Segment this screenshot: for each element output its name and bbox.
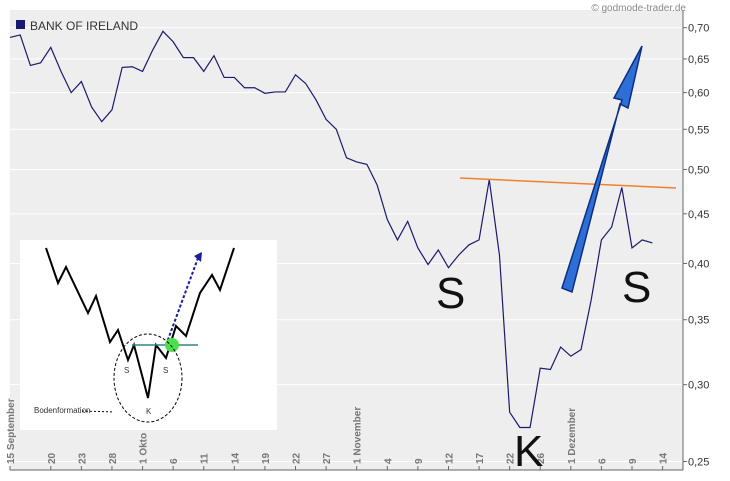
x-tick-label: 4	[383, 458, 394, 464]
x-tick-label: 22	[292, 452, 303, 464]
x-tick-label: 6	[597, 458, 608, 464]
inset-caption: Bodenformation	[34, 406, 90, 415]
x-tick-label: 17	[475, 452, 486, 464]
x-tick-label: 26	[536, 452, 547, 464]
annotation: S	[436, 269, 465, 318]
x-tick-label: 12	[444, 452, 455, 464]
y-tick-label: 0,70	[688, 23, 709, 35]
x-tick-label: 1 Okto	[139, 433, 150, 464]
inset-sketch	[45, 247, 235, 399]
legend-swatch	[16, 20, 25, 29]
y-tick-label: 0,45	[688, 209, 709, 221]
series-line	[9, 30, 653, 429]
x-tick-label: 19	[261, 452, 272, 464]
x-tick-label: 20	[47, 452, 58, 464]
chart-title: BANK OF IRELAND	[30, 19, 138, 33]
y-tick-label: 0,30	[688, 380, 709, 392]
x-tick-label: 28	[108, 452, 119, 464]
inset-ellipse	[113, 333, 183, 423]
x-tick-label: 1 November	[353, 407, 364, 464]
x-tick-label: 14	[659, 452, 670, 464]
y-tick-label: 0,60	[688, 88, 709, 100]
y-tick-label: 0,40	[688, 258, 709, 270]
neckline	[459, 177, 677, 189]
inset-label: S	[124, 366, 129, 375]
x-tick-label: 22	[506, 452, 517, 464]
y-tick-label: 0,65	[688, 54, 709, 66]
inset-label: K	[146, 407, 152, 416]
inset-label: S	[163, 366, 168, 375]
arrow	[561, 45, 643, 294]
y-tick-label: 0,35	[688, 315, 709, 327]
x-tick-label: 9	[414, 458, 425, 464]
inset-pointer	[81, 410, 115, 413]
x-tick-label: 11	[200, 453, 211, 464]
y-tick-label: 0,50	[688, 164, 709, 176]
annotation: K	[514, 427, 543, 476]
source: © godmode-trader.de	[591, 3, 686, 14]
x-tick-label: 1 Dezember	[567, 408, 578, 464]
inset-arrow	[165, 257, 199, 346]
inset-bg	[20, 240, 277, 430]
x-tick-label: 9	[628, 458, 639, 464]
x-tick-label: 23	[77, 452, 88, 464]
x-tick-label: 27	[322, 452, 333, 464]
x-tick-label: 14	[230, 452, 241, 464]
annotation: S	[622, 263, 651, 312]
x-tick-label: 15 September	[6, 398, 17, 464]
inset-arrowhead	[194, 252, 202, 262]
x-tick-label: 6	[169, 458, 180, 464]
inset-breakout	[165, 338, 179, 352]
y-tick-label: 0,25	[688, 456, 709, 468]
y-tick-label: 0,55	[688, 124, 709, 136]
inset: S S K Bodenformation	[20, 240, 277, 430]
